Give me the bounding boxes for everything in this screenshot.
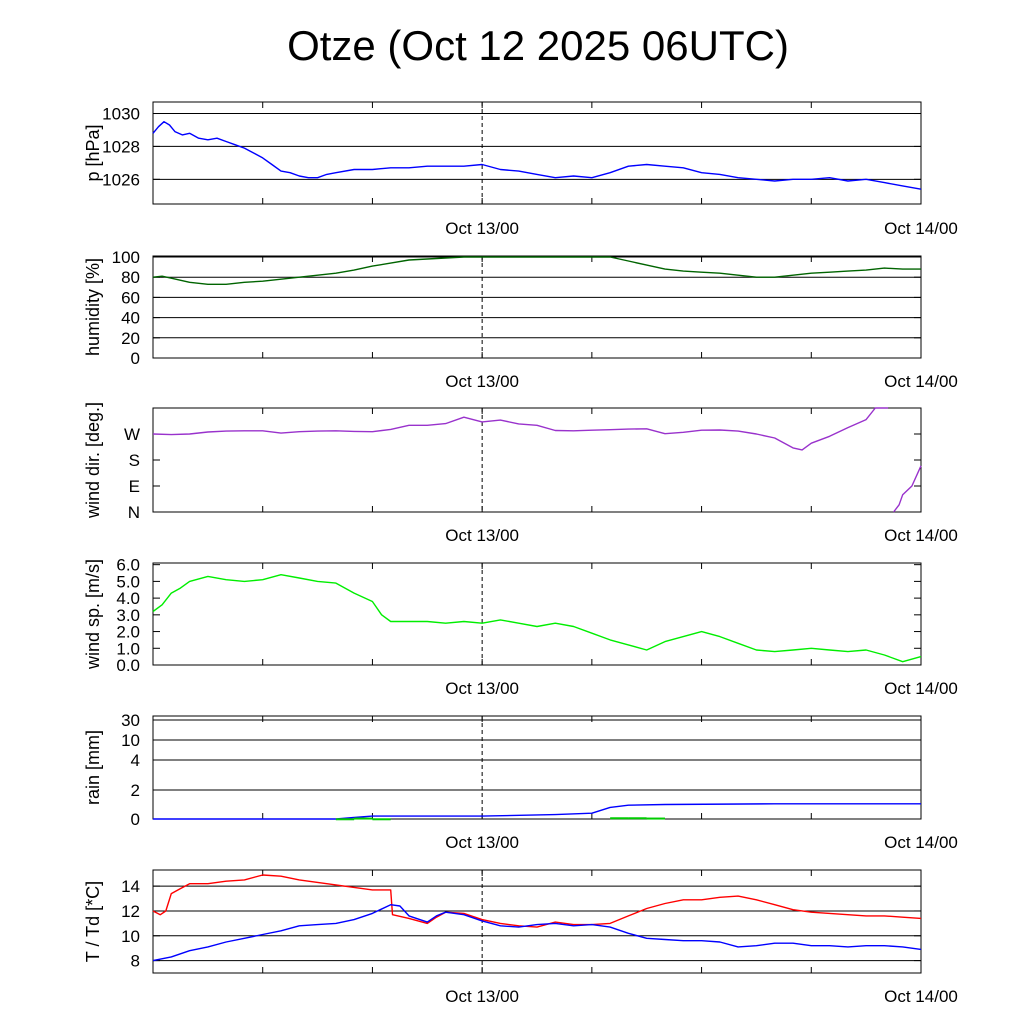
y-tick-label: 100 <box>112 248 140 267</box>
x-tick-label: Oct 14/00 <box>884 987 958 1006</box>
panel-frame <box>152 101 922 205</box>
rain-bar <box>354 817 373 820</box>
rain-bar <box>372 818 391 821</box>
y-axis-label: p [hPa] <box>83 124 103 181</box>
y-axis-label: rain [mm] <box>83 730 103 805</box>
y-tick-label: 1.0 <box>116 639 140 658</box>
series-line-wind_speed-0 <box>152 574 922 663</box>
y-tick-label: 0.0 <box>116 656 140 675</box>
y-tick-label: 1028 <box>102 137 140 156</box>
y-axis-label: wind sp. [m/s] <box>83 559 103 670</box>
y-tick-label: 1030 <box>102 105 140 124</box>
x-tick-label: Oct 14/00 <box>884 679 958 698</box>
rain-bar <box>610 817 629 820</box>
panel-frame <box>152 255 922 359</box>
y-tick-label: 2.0 <box>116 623 140 642</box>
series-line-wind_direction-1 <box>893 465 922 513</box>
y-tick-label: 30 <box>121 711 140 730</box>
y-tick-label: 5.0 <box>116 572 140 591</box>
y-tick-label: 3.0 <box>116 606 140 625</box>
series-line-pressure-0 <box>152 121 922 190</box>
rain-bar <box>628 817 647 820</box>
series-line-rain-0 <box>153 803 921 820</box>
x-tick-label: Oct 14/00 <box>884 833 958 852</box>
panel-frame <box>152 407 922 513</box>
y-tick-label: 2 <box>131 781 140 800</box>
y-tick-label: 12 <box>121 902 140 921</box>
y-tick-label: 20 <box>121 329 140 348</box>
y-tick-label: 80 <box>121 268 140 287</box>
panel-pressure: 1026 1028 1030 Oct 13/00 Oct 14/00 p [hPa] <box>83 101 958 238</box>
panel-frame <box>152 715 922 820</box>
y-tick-label: N <box>128 503 140 522</box>
y-axis-label: T / Td [*C] <box>83 881 103 962</box>
chart-title: Otze (Oct 12 2025 06UTC) <box>287 22 789 69</box>
y-axis-label: wind dir. [deg.] <box>83 402 103 519</box>
series-line-wind_direction-0 <box>152 407 889 451</box>
y-tick-label: 4.0 <box>116 589 140 608</box>
y-tick-label: 10 <box>121 927 140 946</box>
series-line-temperature-0 <box>152 874 922 928</box>
y-tick-label: 10 <box>121 731 140 750</box>
panel-frame <box>152 869 922 974</box>
rain-bar <box>646 817 665 820</box>
panel-temperature: 8 10 12 14 Oct 13/00 Oct 14/00 T / Td [*C] <box>83 869 958 1006</box>
y-tick-label: 1026 <box>102 170 140 189</box>
panel-frame <box>152 562 922 666</box>
y-tick-label: 6.0 <box>116 556 140 575</box>
y-tick-label: 0 <box>131 349 140 368</box>
y-tick-label: 14 <box>121 877 140 896</box>
x-tick-label: Oct 14/00 <box>884 526 958 545</box>
series-line-humidity-0 <box>152 256 921 285</box>
x-tick-label: Oct 13/00 <box>445 833 519 852</box>
x-tick-label: Oct 14/00 <box>884 372 958 391</box>
y-axis-label: humidity [%] <box>83 258 103 356</box>
y-tick-label: W <box>124 425 140 444</box>
y-tick-label: 4 <box>131 751 140 770</box>
x-tick-label: Oct 14/00 <box>884 219 958 238</box>
y-tick-label: 60 <box>121 288 140 307</box>
y-tick-label: E <box>129 477 140 496</box>
x-tick-label: Oct 13/00 <box>445 219 519 238</box>
y-tick-label: 8 <box>131 952 140 971</box>
rain-bar <box>335 818 355 821</box>
x-tick-label: Oct 13/00 <box>445 372 519 391</box>
y-tick-label: 40 <box>121 309 140 328</box>
x-tick-label: Oct 13/00 <box>445 987 519 1006</box>
panel-wind_speed: 0.01.02.03.04.05.06.0 Oct 13/00 Oct 14/00 w… <box>83 556 958 698</box>
y-tick-label: 0 <box>131 810 140 829</box>
x-tick-label: Oct 13/00 <box>445 526 519 545</box>
y-tick-label: S <box>129 451 140 470</box>
series-line-temperature-1 <box>152 904 922 962</box>
x-tick-label: Oct 13/00 <box>445 679 519 698</box>
